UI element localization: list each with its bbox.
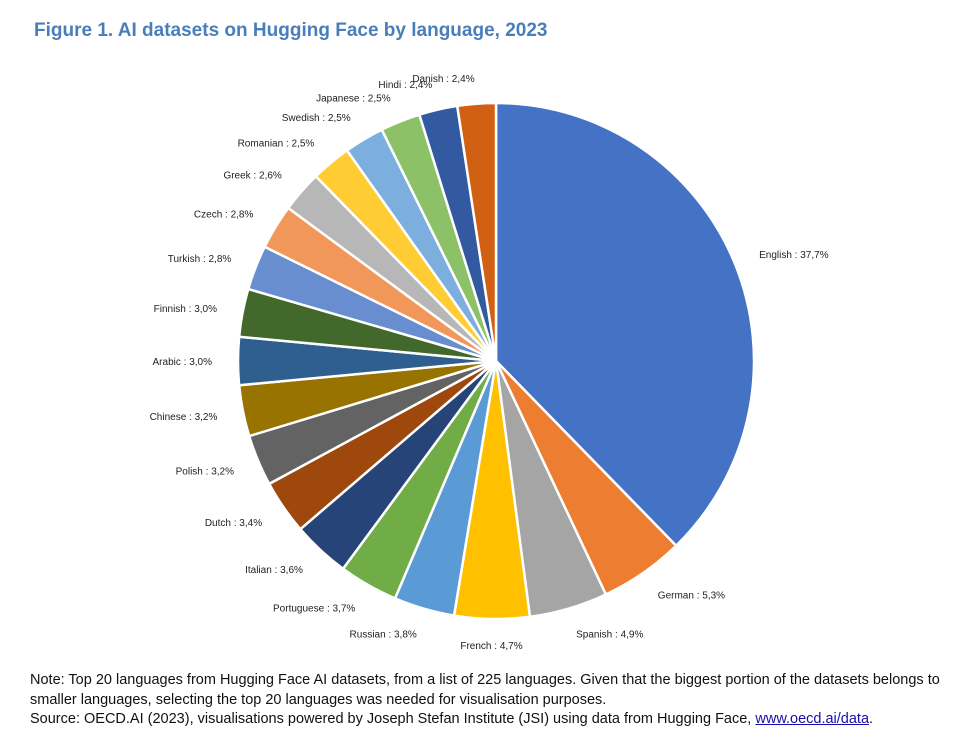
source-text: Source: OECD.AI (2023), visualisations p… — [30, 711, 756, 727]
pie-slices — [236, 101, 756, 621]
source-end: . — [869, 711, 874, 727]
pie-label-russian: Russian : 3,8% — [350, 630, 417, 641]
pie-label-czech: Czech : 2,8% — [194, 209, 254, 220]
pie-label-french: French : 4,7% — [460, 641, 522, 652]
pie-label-arabic: Arabic : 3,0% — [153, 357, 213, 368]
figure-notes: Note: Top 20 languages from Hugging Face… — [30, 671, 945, 730]
pie-labels: English : 37,7% German : 5,3% Spanish : 4,… — [150, 74, 829, 652]
pie-label-italian: Italian : 3,6% — [245, 565, 303, 576]
pie-label-greek: Greek : 2,6% — [223, 171, 281, 182]
source-line: Source: OECD.AI (2023), visualisations p… — [30, 710, 945, 730]
pie-label-turkish: Turkish : 2,8% — [168, 254, 232, 265]
pie-label-danish: Danish : 2,4% — [412, 74, 474, 85]
pie-label-finnish: Finnish : 3,0% — [154, 304, 217, 315]
source-link[interactable]: www.oecd.ai/data — [755, 711, 870, 727]
note-text: Note: Top 20 languages from Hugging Face… — [30, 672, 940, 708]
pie-label-swedish: Swedish : 2,5% — [282, 113, 351, 124]
pie-label-english: English : 37,7% — [759, 250, 829, 261]
pie-slice-english — [494, 101, 756, 548]
pie-chart: English : 37,7% German : 5,3% Spanish : 4,… — [150, 74, 829, 652]
pie-label-portuguese: Portuguese : 3,7% — [273, 604, 355, 615]
pie-label-romanian: Romanian : 2,5% — [238, 139, 315, 150]
pie-label-polish: Polish : 3,2% — [176, 467, 234, 478]
figure-title: Figure 1. AI datasets on Hugging Face by… — [34, 20, 548, 41]
pie-label-chinese: Chinese : 3,2% — [150, 412, 218, 423]
pie-label-german: German : 5,3% — [658, 590, 725, 601]
pie-label-japanese: Japanese : 2,5% — [316, 93, 391, 104]
pie-label-dutch: Dutch : 3,4% — [205, 518, 262, 529]
pie-slice-danish — [455, 101, 498, 362]
pie-label-spanish: Spanish : 4,9% — [576, 630, 643, 641]
pie-label-hindi: Hindi : 2,4% — [378, 80, 432, 91]
